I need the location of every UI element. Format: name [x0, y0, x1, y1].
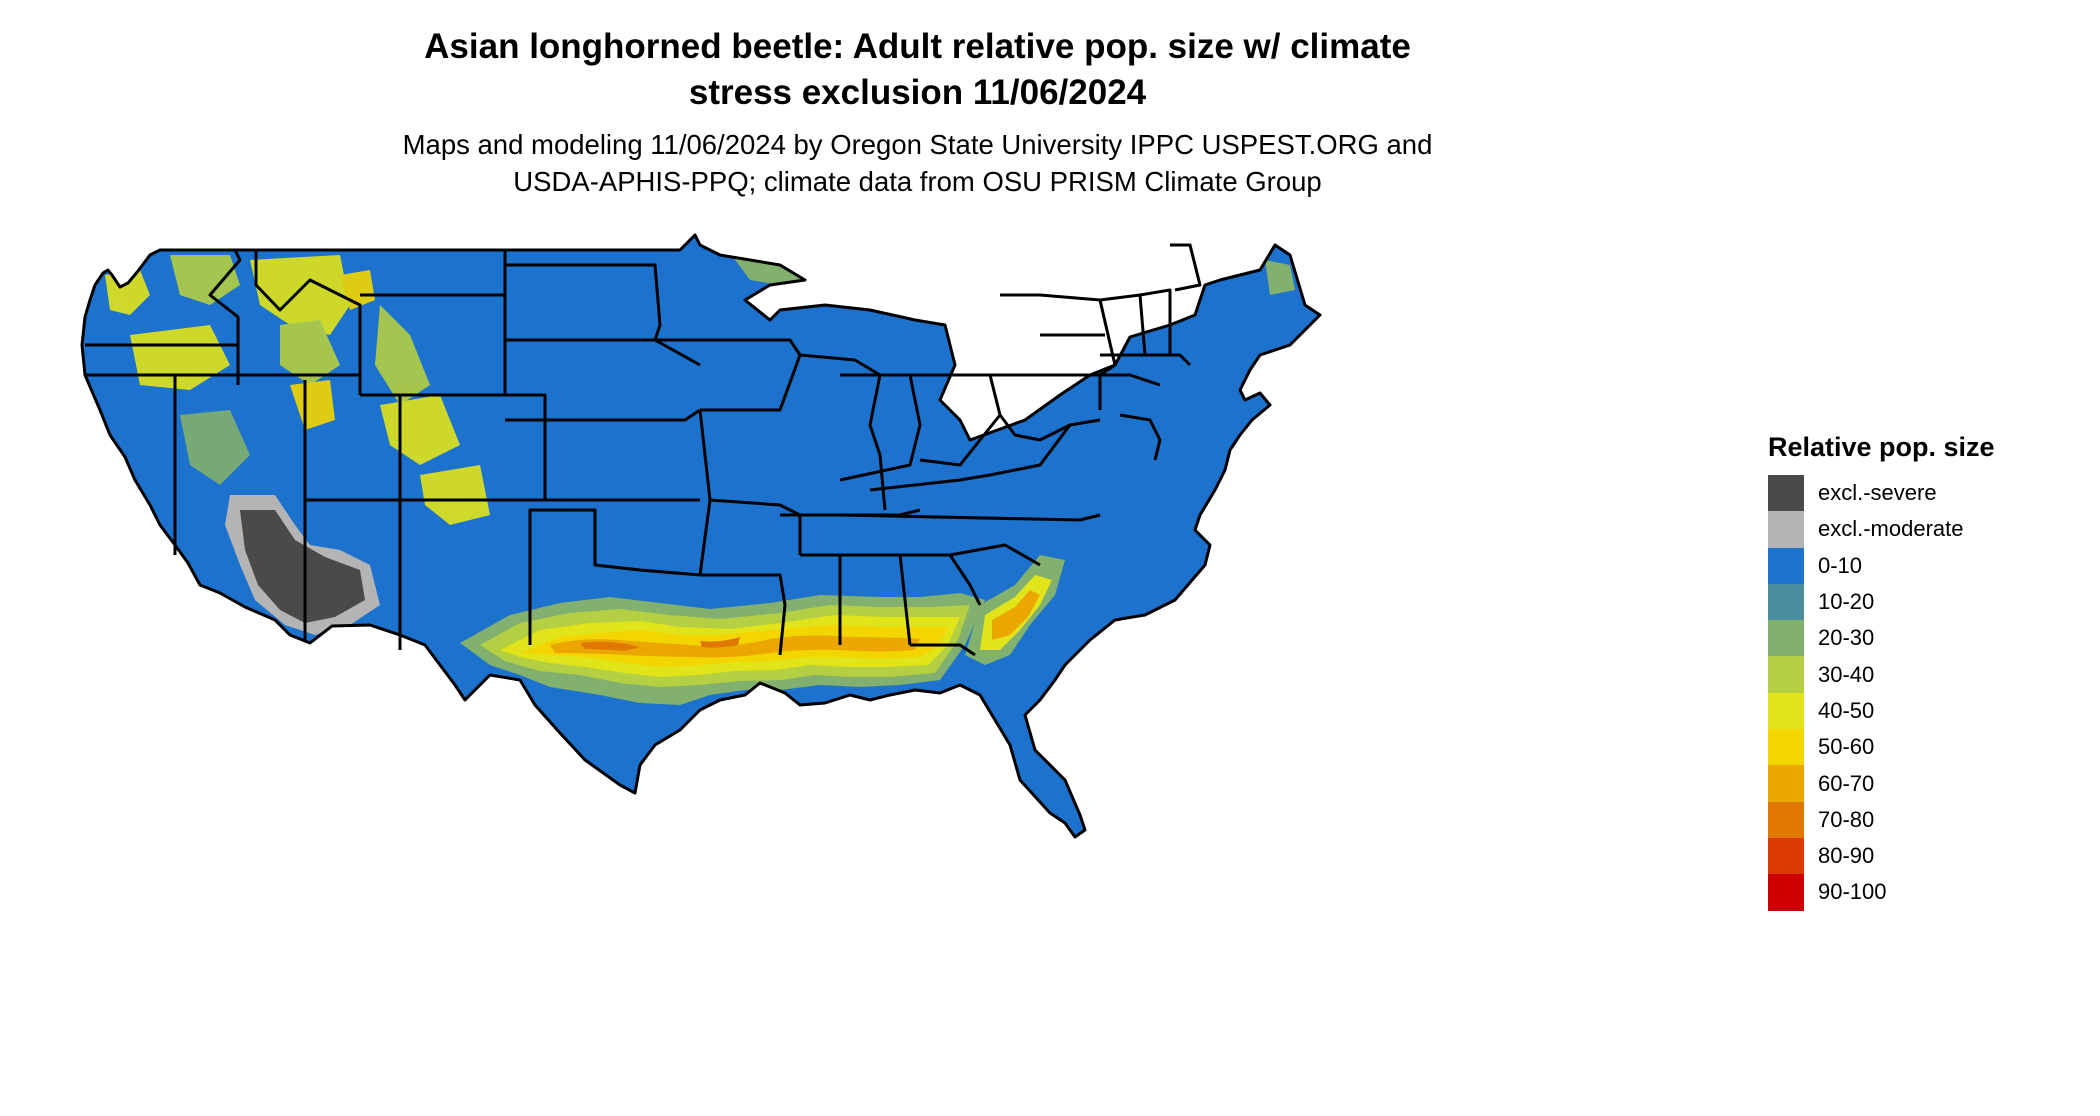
title-line-2: stress exclusion 11/06/2024 — [688, 73, 1147, 112]
legend-label: 80-90 — [1818, 843, 1875, 869]
legend-swatch — [1768, 475, 1804, 512]
legend-label: 0-10 — [1818, 552, 1863, 578]
us-map — [80, 233, 1322, 839]
legend-item: 0-10 — [1768, 547, 2088, 584]
southwest-exclusion-region — [225, 495, 380, 635]
map-subtitle: Maps and modeling 11/06/2024 by Oregon S… — [0, 126, 1835, 200]
legend-swatch — [1768, 729, 1804, 766]
legend-item: excl.-moderate — [1768, 511, 2088, 548]
legend-swatch — [1768, 692, 1804, 730]
legend-item: 70-80 — [1768, 801, 2088, 838]
legend-swatch — [1768, 583, 1804, 621]
subtitle-line-1: Maps and modeling 11/06/2024 by Oregon S… — [402, 129, 1433, 160]
legend-swatch — [1768, 837, 1804, 875]
legend-swatch — [1768, 547, 1804, 584]
legend-item: 90-100 — [1768, 874, 2088, 911]
legend-item: 50-60 — [1768, 729, 2088, 766]
legend-item: 40-50 — [1768, 692, 2088, 730]
legend-swatch — [1768, 765, 1804, 802]
state-borders — [80, 233, 1322, 839]
legend: Relative pop. size excl.-severe excl.-mod… — [1768, 432, 2088, 911]
subtitle-line-2: USDA-APHIS-PPQ; climate data from OSU PR… — [513, 166, 1322, 197]
legend-label: 30-40 — [1818, 661, 1875, 687]
legend-swatch — [1768, 656, 1804, 693]
legend-label: excl.-moderate — [1818, 516, 1964, 542]
legend-label: 90-100 — [1818, 879, 1887, 905]
legend-label: excl.-severe — [1818, 480, 1937, 506]
title-line-1: Asian longhorned beetle: Adult relative … — [424, 27, 1411, 66]
legend-swatch — [1768, 620, 1804, 657]
legend-swatch — [1768, 874, 1804, 911]
legend-label: 40-50 — [1818, 697, 1875, 723]
legend-item: 80-90 — [1768, 837, 2088, 875]
legend-label: 10-20 — [1818, 589, 1875, 615]
legend-label: 50-60 — [1818, 734, 1875, 760]
legend-label: 60-70 — [1818, 770, 1875, 796]
legend-swatch — [1768, 511, 1804, 548]
gulf-coast-band — [460, 593, 985, 705]
legend-item: 20-30 — [1768, 620, 2088, 657]
map-title: Asian longhorned beetle: Adult relative … — [0, 24, 1835, 116]
legend-title: Relative pop. size — [1768, 432, 1995, 462]
legend-item: 30-40 — [1768, 656, 2088, 693]
legend-item: 10-20 — [1768, 583, 2088, 621]
legend-label: 70-80 — [1818, 806, 1875, 832]
legend-items: excl.-severe excl.-moderate 0-10 10-20 20-30… — [1768, 475, 2088, 911]
legend-label: 20-30 — [1818, 625, 1875, 651]
legend-swatch — [1768, 801, 1804, 838]
legend-item: 60-70 — [1768, 765, 2088, 802]
legend-item: excl.-severe — [1768, 475, 2088, 512]
